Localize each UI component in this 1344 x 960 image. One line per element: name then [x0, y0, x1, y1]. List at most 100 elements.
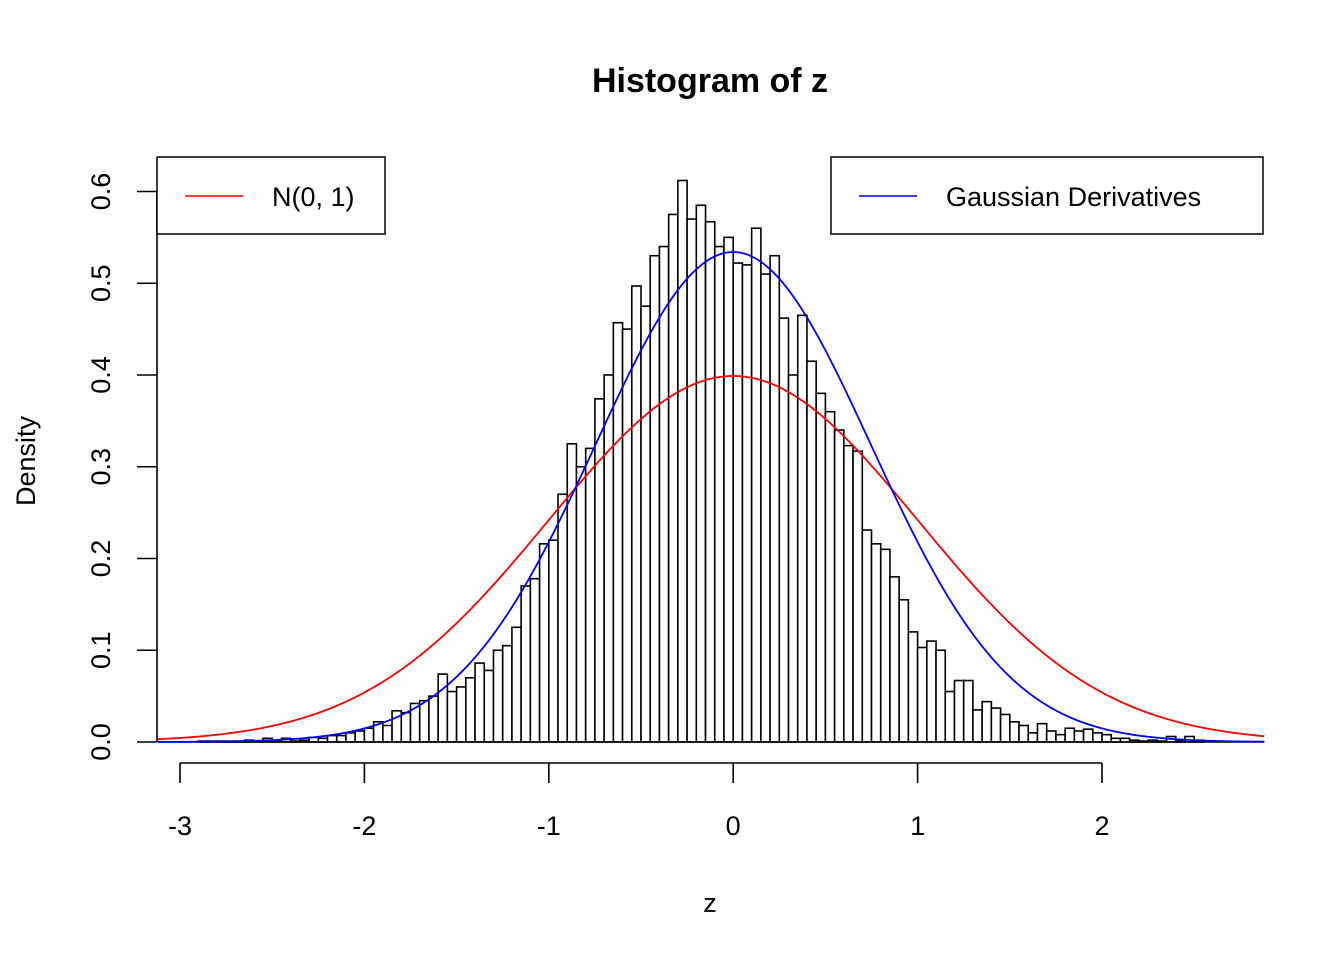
histogram-bar	[437, 673, 449, 743]
histogram-bar	[861, 529, 873, 743]
histogram-bar	[953, 679, 965, 743]
histogram-bar	[907, 631, 919, 743]
y-axis-label: Density	[11, 415, 41, 506]
y-tick-label: 0.5	[86, 264, 116, 302]
histogram-bar	[1055, 733, 1066, 743]
histogram-bar	[843, 444, 854, 743]
histogram-bar	[990, 707, 1002, 743]
histogram-bar	[760, 273, 771, 743]
histogram-bar	[584, 447, 596, 743]
histogram-bar	[649, 254, 661, 743]
histogram-bar	[787, 374, 799, 743]
histogram-bar	[1082, 728, 1094, 743]
x-tick-label: -3	[168, 811, 192, 841]
legend-normal-label: N(0, 1)	[272, 182, 355, 212]
histogram-bar	[511, 626, 522, 743]
histogram-bar	[815, 392, 827, 743]
gaussian-derivatives-curve	[157, 251, 1265, 743]
histogram-bar	[898, 598, 910, 743]
histogram-bar	[677, 179, 688, 743]
histogram-bar	[1008, 721, 1020, 743]
histogram-bar	[621, 328, 633, 743]
histogram-bar	[400, 711, 412, 743]
histogram-bar	[852, 450, 864, 743]
histogram-bar	[750, 227, 762, 743]
histogram-bar	[944, 690, 956, 743]
histogram-bar	[1027, 732, 1039, 743]
x-tick-label: 2	[1094, 811, 1109, 841]
histogram-bar	[999, 713, 1011, 743]
legend-normal: N(0, 1)	[156, 156, 386, 235]
y-tick-label: 0.4	[86, 356, 116, 394]
histogram-bar	[972, 709, 983, 743]
histogram-bar	[640, 305, 652, 743]
x-axis: -3 -2 -1 0 1 2	[168, 762, 1110, 841]
histogram-bar	[455, 686, 467, 743]
histogram-bar	[870, 543, 882, 743]
histogram-bar	[806, 360, 817, 743]
histogram-bar	[1073, 730, 1085, 743]
histogram-bar	[723, 236, 734, 743]
histogram-bar	[833, 429, 845, 743]
density-curves	[157, 251, 1265, 743]
histogram-bar	[428, 695, 439, 743]
histogram-bar	[658, 245, 670, 743]
histogram-bar	[418, 699, 430, 743]
y-axis: 0.0 0.1 0.2 0.3 0.4 0.5 0.6	[86, 173, 158, 761]
histogram-bar	[1101, 733, 1113, 743]
histogram-bar	[1018, 724, 1030, 743]
histogram-bar	[612, 321, 624, 743]
histogram-bar	[796, 314, 808, 743]
histogram-bar	[769, 254, 781, 743]
histogram-bar	[741, 264, 753, 743]
histogram-bar	[547, 539, 559, 743]
x-tick-label: 1	[910, 811, 925, 841]
histogram-bar	[363, 727, 375, 743]
histogram-bar	[474, 662, 486, 743]
histogram-bar	[354, 730, 366, 743]
histogram-bar	[778, 317, 790, 743]
histogram-bar	[529, 577, 541, 743]
histogram-bar	[603, 374, 615, 743]
histogram-bar	[667, 213, 679, 743]
histogram-bar	[575, 465, 587, 743]
histogram-bar	[345, 732, 356, 743]
histogram-bar	[1091, 732, 1103, 743]
histogram-bar	[916, 646, 928, 743]
histogram-bar	[483, 669, 495, 743]
normal-density-curve	[157, 375, 1265, 741]
histogram-bar	[981, 700, 993, 743]
histogram-bar	[1045, 730, 1057, 743]
histogram-bar	[686, 218, 698, 743]
y-tick-label: 0.2	[86, 540, 116, 578]
histogram-bar	[1036, 722, 1048, 743]
histogram-bar	[326, 734, 338, 743]
histogram-bar	[465, 676, 476, 743]
histogram-bar	[879, 548, 891, 743]
histogram-bars	[157, 179, 1265, 743]
histogram-bar	[935, 649, 947, 743]
legend-gaussian-derivatives-label: Gaussian Derivatives	[946, 182, 1201, 212]
histogram-bar	[695, 204, 707, 743]
histogram-bar	[889, 576, 900, 743]
histogram-bar	[492, 649, 504, 743]
histogram-bar	[713, 245, 725, 743]
x-tick-label: 0	[726, 811, 741, 841]
y-tick-label: 0.0	[86, 723, 116, 761]
x-axis-label: z	[703, 888, 717, 918]
y-tick-label: 0.3	[86, 448, 116, 486]
histogram-bar	[824, 410, 836, 743]
histogram-bar	[926, 640, 937, 743]
x-tick-label: -1	[537, 811, 561, 841]
histogram-bar	[732, 262, 744, 743]
histogram-bar	[1064, 727, 1076, 743]
histogram-bar	[557, 493, 569, 743]
histogram-bar	[501, 644, 513, 743]
histogram-bar	[538, 543, 550, 743]
x-tick-label: -2	[352, 811, 376, 841]
y-tick-label: 0.1	[86, 631, 116, 669]
histogram-bar	[704, 220, 716, 743]
histogram-bar	[446, 690, 458, 743]
chart-title: Histogram of z	[592, 62, 828, 100]
